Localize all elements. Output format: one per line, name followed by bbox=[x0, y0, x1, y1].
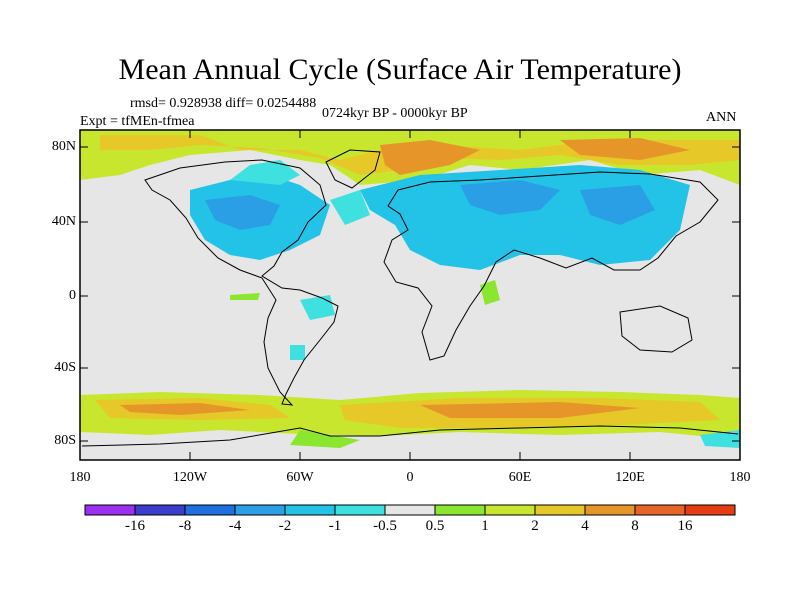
season-label: ANN bbox=[706, 110, 737, 125]
colorbar-label: 1 bbox=[481, 518, 489, 534]
americas-coast bbox=[144, 159, 339, 406]
colorbar-swatch-9 bbox=[485, 505, 535, 515]
stats-label: rmsd= 0.928938 diff= 0.0254488 bbox=[130, 96, 317, 111]
east-asia-cooler bbox=[580, 185, 655, 225]
lat-label-0: 0 bbox=[69, 288, 76, 303]
lon-label-180w: 180 bbox=[69, 470, 91, 485]
colorbar-swatch-7 bbox=[385, 505, 435, 515]
colorbar-label: -4 bbox=[228, 518, 242, 534]
colorbar-swatch-8 bbox=[435, 505, 485, 515]
map-title: Mean Annual Cycle (Surface Air Temperatu… bbox=[118, 53, 682, 86]
canada-cool bbox=[230, 160, 300, 185]
tropical-pacific-patch bbox=[230, 293, 260, 300]
greenland-coast bbox=[325, 149, 381, 189]
lat-label-80n: 80N bbox=[51, 139, 76, 154]
lon-label-120e: 120E bbox=[615, 470, 645, 485]
lat-label-40s: 40S bbox=[54, 360, 76, 375]
colorbar-swatch-10 bbox=[535, 505, 585, 515]
lon-label-180e: 180 bbox=[729, 470, 751, 485]
colorbar-label: 16 bbox=[677, 518, 693, 534]
colorbar-swatch-6 bbox=[335, 505, 385, 515]
central-asia-cooler bbox=[460, 180, 560, 215]
colorbar-label: 2 bbox=[531, 518, 539, 534]
east-africa-patch bbox=[480, 280, 500, 305]
colorbar-label: -8 bbox=[178, 518, 192, 534]
north-america-cooler bbox=[205, 195, 280, 230]
lat-label-40n: 40N bbox=[51, 214, 76, 229]
colorbar-swatch-11 bbox=[585, 505, 635, 515]
colorbar-swatch-5 bbox=[285, 505, 335, 515]
siberia-warm-patch bbox=[560, 138, 690, 160]
north-atlantic-cool bbox=[330, 190, 370, 225]
colorbar bbox=[84, 504, 736, 516]
lon-label-0: 0 bbox=[406, 470, 414, 485]
lon-label-60e: 60E bbox=[508, 470, 532, 485]
southern-ocean-warm-west bbox=[120, 403, 250, 415]
axis-ticks bbox=[80, 130, 740, 460]
colorbar-label: -16 bbox=[125, 518, 145, 534]
australia-coast bbox=[619, 305, 693, 353]
colorbar-label: -2 bbox=[278, 518, 292, 534]
colorbar-swatch-13 bbox=[685, 505, 735, 515]
eurasia-africa-coast bbox=[383, 171, 719, 361]
lon-label-120w: 120W bbox=[172, 470, 208, 485]
colorbar-swatch-3 bbox=[185, 505, 235, 515]
antarctica-coast bbox=[81, 425, 739, 447]
amazon-cool-patch bbox=[300, 295, 335, 320]
colorbar-swatch-1 bbox=[85, 505, 135, 515]
map-panel bbox=[79, 129, 741, 461]
colorbar-label: 8 bbox=[631, 518, 639, 534]
experiment-label: Expt = tfMEn-tfmea bbox=[80, 114, 195, 129]
arctic-warm-patch bbox=[380, 140, 480, 175]
colorbar-label: 0.5 bbox=[425, 518, 445, 534]
ross-sea-cool-patch bbox=[700, 430, 740, 448]
colorbar-label: -1 bbox=[328, 518, 342, 534]
colorbar-label: -0.5 bbox=[373, 518, 397, 534]
colorbar-swatch-4 bbox=[235, 505, 285, 515]
lat-label-80s: 80S bbox=[54, 433, 76, 448]
lon-label-60w: 60W bbox=[286, 470, 314, 485]
colorbar-swatch-12 bbox=[635, 505, 685, 515]
southern-ocean-warm-east bbox=[420, 402, 640, 418]
period-label: 0724kyr BP - 0000kyr BP bbox=[322, 106, 468, 121]
south-america-cool-patch bbox=[290, 345, 305, 360]
coastlines bbox=[81, 149, 739, 447]
antarctic-green-patch bbox=[290, 430, 360, 448]
colorbar-swatch-2 bbox=[135, 505, 185, 515]
colorbar-label: 4 bbox=[581, 518, 589, 534]
